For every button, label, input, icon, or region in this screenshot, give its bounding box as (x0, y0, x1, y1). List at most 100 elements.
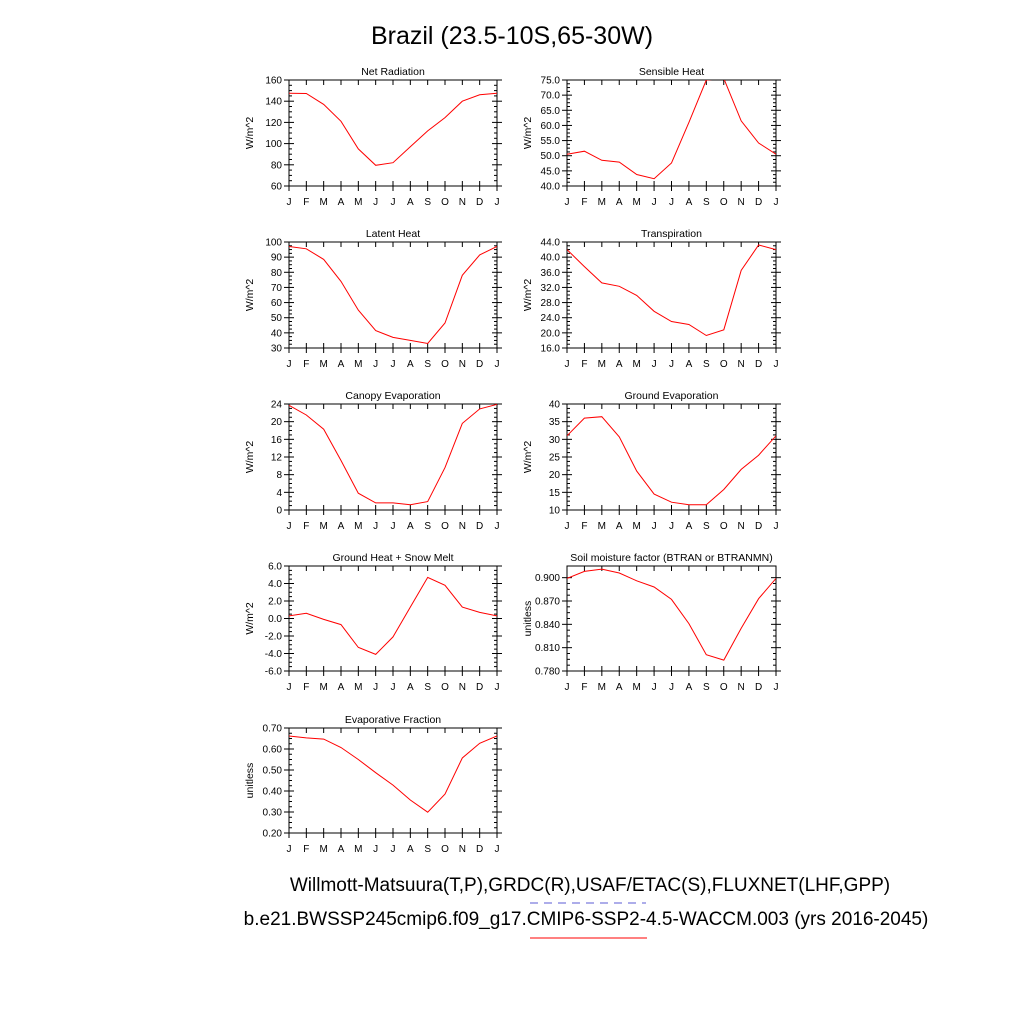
x-tick-label: J (287, 844, 292, 855)
x-tick-label: J (287, 682, 292, 693)
x-tick-label: A (616, 197, 623, 208)
x-tick-label: M (354, 197, 362, 208)
x-tick-label: J (652, 682, 657, 693)
x-tick-label: O (441, 521, 449, 532)
y-tick-label: 25 (549, 453, 561, 464)
plot-frame (566, 241, 777, 349)
x-tick-label: J (373, 521, 378, 532)
panel-title: Sensible Heat (639, 66, 704, 78)
y-tick-label: 4.0 (268, 579, 282, 590)
series-line (289, 92, 497, 166)
series-line (289, 246, 497, 345)
y-tick-label: -6.0 (265, 667, 283, 678)
panel-title: Latent Heat (366, 228, 420, 240)
x-tick-label: N (738, 521, 745, 532)
y-axis-label: W/m^2 (244, 602, 256, 635)
x-tick-label: D (755, 197, 762, 208)
x-tick-label: J (495, 682, 500, 693)
y-tick-label: 50 (271, 313, 283, 324)
y-tick-label: 0.30 (263, 808, 283, 819)
y-tick-label: 4 (276, 488, 282, 499)
x-tick-label: S (703, 682, 710, 693)
x-tick-label: M (319, 197, 327, 208)
panel-title: Net Radiation (361, 66, 425, 78)
y-tick-label: 70 (271, 283, 283, 294)
y-axis-label: unitless (522, 601, 534, 637)
x-tick-label: N (738, 197, 745, 208)
y-tick-label: 80 (271, 160, 283, 171)
x-tick-label: A (338, 521, 345, 532)
y-axis-label: W/m^2 (244, 441, 256, 474)
x-tick-label: J (495, 197, 500, 208)
x-tick-label: M (354, 844, 362, 855)
y-tick-label: 16.0 (541, 344, 561, 355)
y-tick-label: 75.0 (541, 76, 561, 87)
x-tick-label: A (407, 197, 414, 208)
x-tick-label: F (303, 359, 309, 370)
x-tick-label: S (424, 682, 431, 693)
x-tick-label: M (319, 844, 327, 855)
x-tick-label: A (338, 682, 345, 693)
x-tick-label: J (774, 521, 779, 532)
x-tick-label: J (495, 359, 500, 370)
x-tick-label: J (669, 197, 674, 208)
y-tick-label: 24 (271, 400, 283, 411)
x-tick-label: J (669, 521, 674, 532)
x-tick-label: D (755, 682, 762, 693)
x-tick-label: N (459, 359, 466, 370)
x-tick-label: M (598, 521, 606, 532)
y-tick-label: 0.780 (535, 667, 560, 678)
x-tick-label: M (632, 521, 640, 532)
y-tick-label: 40 (271, 328, 283, 339)
legend-model: b.e21.BWSSP245cmip6.f09_g17.CMIP6-SSP2-4… (244, 909, 929, 930)
x-tick-label: O (441, 682, 449, 693)
x-tick-label: J (391, 359, 396, 370)
x-tick-label: J (652, 359, 657, 370)
x-tick-label: D (476, 682, 483, 693)
x-tick-label: J (373, 682, 378, 693)
x-tick-label: O (720, 682, 728, 693)
series-line (567, 244, 776, 337)
plot-frame (288, 727, 498, 834)
y-tick-label: 12 (271, 453, 283, 464)
x-tick-label: F (303, 521, 309, 532)
x-tick-label: A (338, 359, 345, 370)
x-tick-label: D (755, 521, 762, 532)
x-tick-label: N (459, 197, 466, 208)
x-tick-label: D (476, 521, 483, 532)
series-line (567, 416, 776, 506)
x-tick-label: J (652, 197, 657, 208)
y-tick-label: 100 (265, 139, 282, 150)
x-tick-label: J (565, 682, 570, 693)
x-tick-label: N (738, 359, 745, 370)
x-tick-label: J (287, 197, 292, 208)
x-tick-label: S (424, 844, 431, 855)
x-tick-label: J (774, 682, 779, 693)
y-tick-label: 100 (265, 238, 282, 249)
y-tick-label: 20.0 (541, 328, 561, 339)
y-tick-label: 30 (549, 435, 561, 446)
x-tick-label: D (755, 359, 762, 370)
x-tick-label: M (354, 521, 362, 532)
x-tick-label: A (407, 844, 414, 855)
legend-observations: Willmott-Matsuura(T,P),GRDC(R),USAF/ETAC… (290, 875, 890, 896)
y-tick-label: 60 (271, 182, 283, 193)
x-tick-label: A (686, 682, 693, 693)
x-tick-label: J (565, 197, 570, 208)
y-tick-label: -4.0 (265, 649, 283, 660)
x-tick-label: M (632, 359, 640, 370)
x-tick-label: S (424, 359, 431, 370)
y-tick-label: 0 (276, 506, 282, 517)
y-tick-label: 40 (549, 400, 561, 411)
y-axis-label: unitless (244, 763, 256, 799)
series-line (567, 568, 776, 661)
x-tick-label: A (338, 844, 345, 855)
x-tick-label: F (581, 521, 587, 532)
y-tick-label: 160 (265, 76, 282, 87)
y-axis-label: W/m^2 (244, 279, 256, 312)
x-tick-label: A (338, 197, 345, 208)
